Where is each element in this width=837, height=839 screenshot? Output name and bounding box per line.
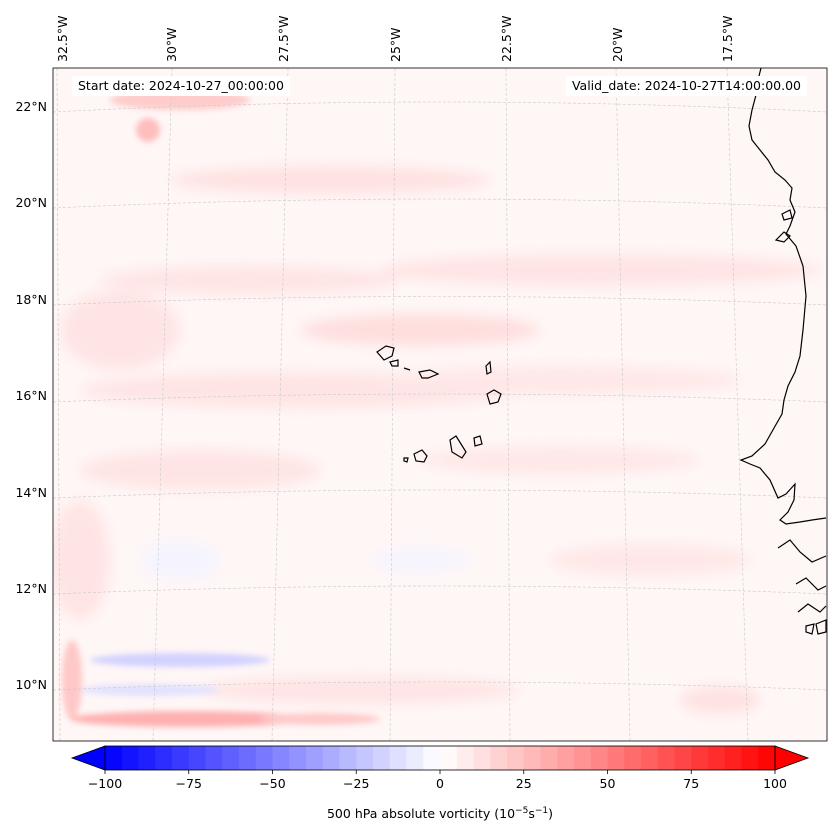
colorbar-band — [289, 746, 307, 770]
colorbar-label-exp2: −1 — [534, 806, 549, 816]
lat-label: 16°N — [15, 388, 47, 403]
colorbar: −100 −75 −50 −25 0 25 50 75 100 — [70, 745, 810, 791]
colorbar-band — [708, 746, 726, 770]
lon-label: 25°W — [388, 27, 403, 62]
colorbar-band — [306, 746, 324, 770]
colorbar-band — [356, 746, 374, 770]
colorbar-band — [490, 746, 508, 770]
cape-verde-islands — [376, 345, 395, 361]
colorbar-tick-label: −75 — [176, 776, 202, 791]
lat-label: 22°N — [15, 99, 47, 114]
map-frame — [52, 67, 828, 742]
lon-label: 30°W — [164, 27, 179, 62]
colorbar-band — [456, 746, 475, 770]
colorbar-tick-label: −50 — [259, 776, 285, 791]
colorbar-band — [691, 746, 709, 770]
colorbar-band — [523, 746, 542, 770]
colorbar-band — [172, 746, 190, 770]
lon-label: 27.5°W — [276, 16, 291, 62]
colorbar-band — [741, 746, 759, 770]
colorbar-tick-label: 25 — [516, 776, 532, 791]
colorbar-band — [155, 746, 173, 770]
longitude-labels: 32.5°W 30°W 27.5°W 25°W 22.5°W 20°W 17.5… — [55, 16, 735, 62]
vorticity-field — [53, 68, 827, 741]
colorbar-band — [657, 746, 676, 770]
colorbar-band — [540, 746, 558, 770]
colorbar-band — [389, 746, 408, 770]
colorbar-band — [574, 746, 592, 770]
start-date-label: Start date: 2024-10-27_00:00:00 — [72, 76, 290, 96]
colorbar-tick-label: −25 — [343, 776, 369, 791]
colorbar-segments — [105, 746, 776, 770]
colorbar-tick-label: 0 — [436, 776, 444, 791]
colorbar-band — [138, 746, 156, 770]
colorbar-label-unit: s — [528, 806, 535, 822]
colorbar-band — [758, 746, 776, 770]
colorbar-band — [641, 746, 659, 770]
lat-label: 14°N — [15, 485, 47, 500]
colorbar-band — [724, 746, 743, 770]
lat-label: 20°N — [15, 195, 47, 210]
colorbar-band — [222, 746, 240, 770]
colorbar-tick-label: 100 — [763, 776, 787, 791]
lon-label: 32.5°W — [55, 16, 70, 62]
lon-label: 22.5°W — [499, 16, 514, 62]
colorbar-band — [105, 746, 123, 770]
colorbar-band — [205, 746, 223, 770]
africa-coastline — [739, 68, 827, 525]
colorbar-band — [607, 746, 625, 770]
colorbar-band — [272, 746, 290, 770]
colorbar-label-exp1: −5 — [515, 806, 529, 816]
colorbar-band — [373, 746, 391, 770]
lat-label: 18°N — [15, 292, 47, 307]
colorbar-band — [406, 746, 424, 770]
colorbar-band — [322, 746, 341, 770]
lon-label: 20°W — [610, 27, 625, 62]
colorbar-label: 500 hPa absolute vorticity (10−5s−1) — [0, 806, 837, 821]
lat-label: 10°N — [15, 677, 47, 692]
colorbar-band — [590, 746, 609, 770]
lat-label: 12°N — [15, 581, 47, 596]
colorbar-band — [339, 746, 357, 770]
colorbar-band — [473, 746, 491, 770]
colorbar-label-suffix: ) — [548, 806, 553, 822]
colorbar-max-extension — [774, 745, 810, 771]
colorbar-band — [674, 746, 692, 770]
colorbar-band — [423, 746, 441, 770]
colorbar-band — [239, 746, 257, 770]
colorbar-band — [255, 746, 274, 770]
colorbar-band — [121, 746, 140, 770]
colorbar-band — [557, 746, 575, 770]
colorbar-label-prefix: 500 hPa absolute vorticity (10 — [326, 806, 516, 822]
colorbar-tick-label: 50 — [600, 776, 616, 791]
colorbar-band — [188, 746, 207, 770]
colorbar-min-extension — [70, 745, 106, 771]
lon-label: 17.5°W — [720, 16, 735, 62]
colorbar-band — [507, 746, 525, 770]
colorbar-tick-label: 75 — [683, 776, 699, 791]
colorbar-band — [440, 746, 458, 770]
coastlines — [376, 68, 827, 635]
colorbar-band — [624, 746, 642, 770]
gridlines — [53, 68, 827, 741]
valid-date-label: Valid_date: 2024-10-27T14:00:00.00 — [565, 76, 807, 96]
latitude-labels: 22°N 20°N 18°N 16°N 14°N 12°N 10°N — [15, 99, 47, 692]
colorbar-tick-label: −100 — [88, 776, 122, 791]
colorbar-ticks: −100 −75 −50 −25 0 25 50 75 100 — [88, 770, 787, 791]
